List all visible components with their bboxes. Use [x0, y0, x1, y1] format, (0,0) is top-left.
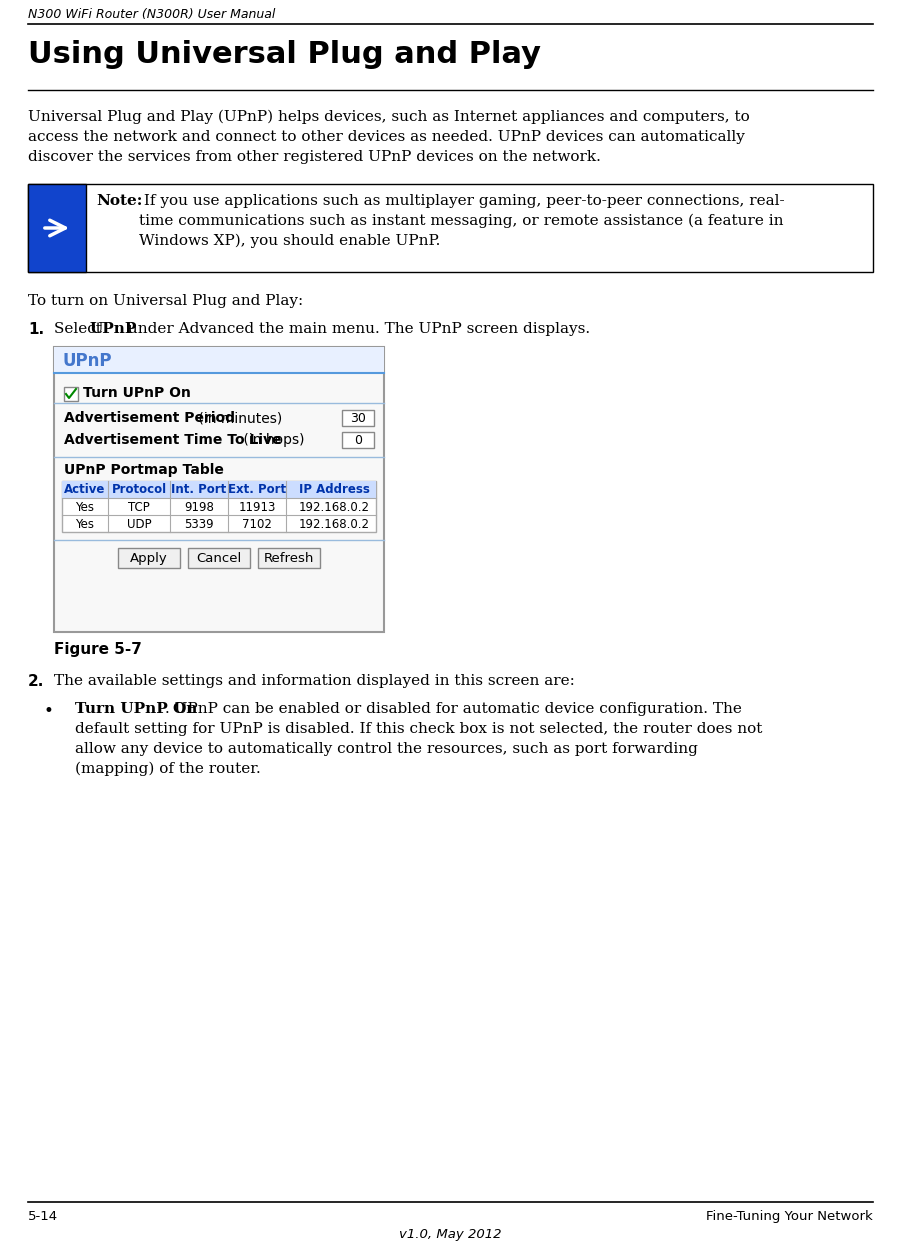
- Text: 5-14: 5-14: [28, 1210, 59, 1223]
- Text: Cancel: Cancel: [196, 552, 241, 565]
- Text: 1.: 1.: [28, 322, 44, 337]
- Text: TCP: TCP: [128, 501, 150, 514]
- Text: N300 WiFi Router (N300R) User Manual: N300 WiFi Router (N300R) User Manual: [28, 7, 276, 21]
- Text: Note:: Note:: [96, 195, 142, 208]
- Text: (in minutes): (in minutes): [194, 412, 282, 425]
- Text: 9198: 9198: [184, 501, 214, 514]
- Text: To turn on Universal Plug and Play:: To turn on Universal Plug and Play:: [28, 294, 304, 308]
- Bar: [342, 410, 374, 426]
- Text: Active: Active: [64, 483, 105, 496]
- Text: under Advanced the main menu. The UPnP screen displays.: under Advanced the main menu. The UPnP s…: [123, 322, 590, 335]
- Bar: [258, 547, 320, 567]
- Bar: [188, 547, 250, 567]
- Text: If you use applications such as multiplayer gaming, peer-to-peer connections, re: If you use applications such as multipla…: [139, 195, 785, 208]
- Text: (mapping) of the router.: (mapping) of the router.: [75, 762, 260, 777]
- Text: UDP: UDP: [127, 518, 151, 531]
- Text: IP Address: IP Address: [298, 483, 369, 496]
- Text: 0: 0: [354, 434, 362, 446]
- Text: Universal Plug and Play (UPnP) helps devices, such as Internet appliances and co: Universal Plug and Play (UPnP) helps dev…: [28, 110, 750, 125]
- Bar: [118, 547, 180, 567]
- Text: 192.168.0.2: 192.168.0.2: [298, 501, 369, 514]
- Text: 30: 30: [350, 412, 366, 425]
- Text: •: •: [44, 702, 54, 720]
- Text: Yes: Yes: [76, 518, 95, 531]
- Bar: [54, 347, 384, 373]
- Text: Yes: Yes: [76, 501, 95, 514]
- Text: time communications such as instant messaging, or remote assistance (a feature i: time communications such as instant mess…: [139, 214, 784, 228]
- Bar: [64, 387, 78, 402]
- Text: 11913: 11913: [238, 501, 276, 514]
- Bar: [342, 431, 374, 448]
- Text: Apply: Apply: [130, 552, 168, 565]
- Text: discover the services from other registered UPnP devices on the network.: discover the services from other registe…: [28, 150, 601, 165]
- Text: Protocol: Protocol: [112, 483, 167, 496]
- Text: Figure 5-7: Figure 5-7: [54, 642, 141, 657]
- Text: v1.0, May 2012: v1.0, May 2012: [399, 1228, 501, 1241]
- Text: Refresh: Refresh: [264, 552, 314, 565]
- Text: 2.: 2.: [28, 673, 44, 690]
- Text: 7102: 7102: [242, 518, 272, 531]
- Text: access the network and connect to other devices as needed. UPnP devices can auto: access the network and connect to other …: [28, 130, 745, 143]
- Text: The available settings and information displayed in this screen are:: The available settings and information d…: [54, 673, 575, 688]
- Text: Using Universal Plug and Play: Using Universal Plug and Play: [28, 40, 541, 69]
- Text: allow any device to automatically control the resources, such as port forwarding: allow any device to automatically contro…: [75, 742, 698, 756]
- Bar: [28, 185, 873, 272]
- Text: Turn UPnP On: Turn UPnP On: [75, 702, 197, 716]
- Text: default setting for UPnP is disabled. If this check box is not selected, the rou: default setting for UPnP is disabled. If…: [75, 722, 762, 736]
- Text: Advertisement Period: Advertisement Period: [64, 412, 235, 425]
- Text: Windows XP), you should enable UPnP.: Windows XP), you should enable UPnP.: [139, 234, 441, 248]
- Text: UPnP: UPnP: [90, 322, 137, 335]
- Text: UPnP Portmap Table: UPnP Portmap Table: [64, 463, 223, 478]
- Text: Advertisement Time To Live: Advertisement Time To Live: [64, 433, 281, 446]
- Text: 192.168.0.2: 192.168.0.2: [298, 518, 369, 531]
- Bar: [54, 347, 384, 632]
- Text: Int. Port: Int. Port: [171, 483, 227, 496]
- Text: 5339: 5339: [184, 518, 214, 531]
- Text: Select: Select: [54, 322, 106, 335]
- Text: Turn UPnP On: Turn UPnP On: [83, 387, 191, 400]
- Bar: [28, 185, 86, 272]
- Text: . UPnP can be enabled or disabled for automatic device configuration. The: . UPnP can be enabled or disabled for au…: [165, 702, 742, 716]
- Text: Ext. Port: Ext. Port: [228, 483, 286, 496]
- Bar: [62, 481, 376, 532]
- Text: Fine-Tuning Your Network: Fine-Tuning Your Network: [706, 1210, 873, 1223]
- Bar: [62, 481, 376, 498]
- Text: (in hops): (in hops): [239, 433, 305, 446]
- Text: UPnP: UPnP: [62, 352, 112, 370]
